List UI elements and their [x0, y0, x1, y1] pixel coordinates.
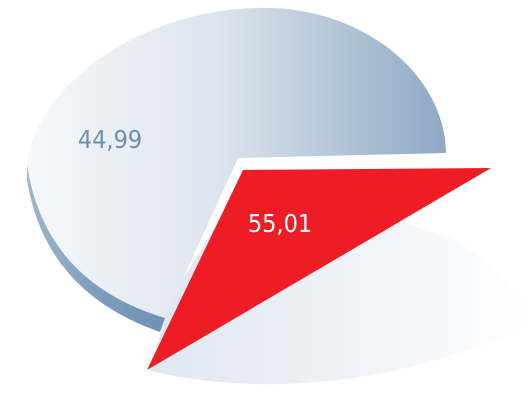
slice-label-1: 44,99 — [78, 125, 142, 154]
pie-slice-top — [27, 7, 446, 318]
pie-slice-exploded — [147, 168, 491, 370]
slice-label-2: 55,01 — [248, 209, 312, 238]
pie-slice-side — [27, 165, 165, 332]
